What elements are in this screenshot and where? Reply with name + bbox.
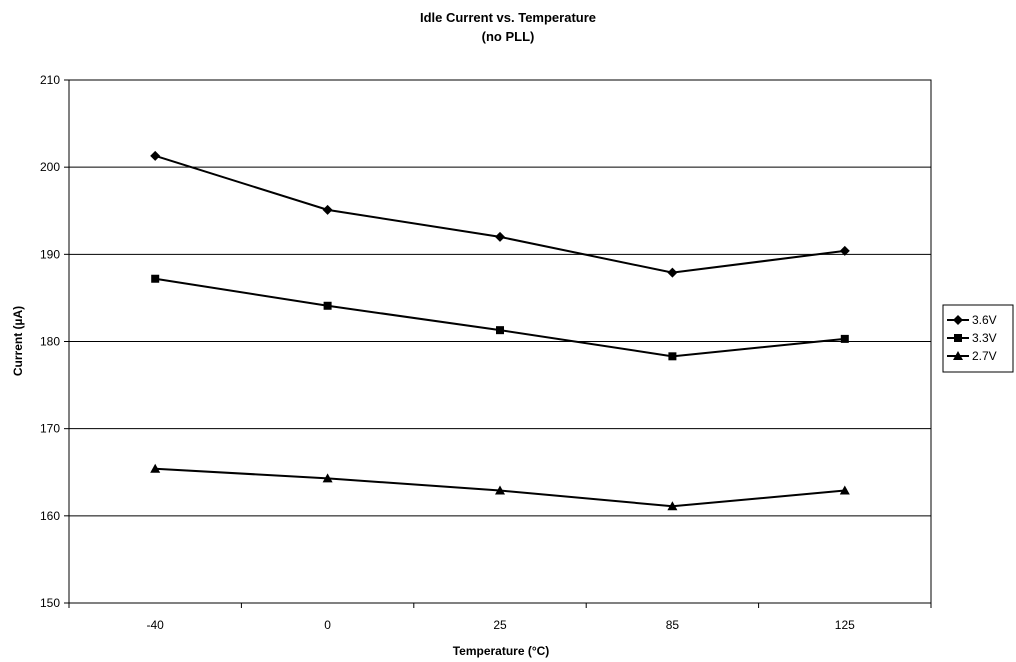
data-point [839, 245, 850, 256]
data-point [668, 352, 677, 361]
data-point [667, 267, 678, 278]
y-axis-title: Current (µA) [11, 306, 25, 376]
legend-marker [953, 351, 963, 360]
y-tick-label: 190 [40, 247, 60, 261]
y-axis: 150 160 170 180 190 200 210 [40, 73, 69, 610]
x-axis-title: Temperature (°C) [453, 644, 550, 658]
series-line [155, 277, 845, 358]
series-lines [150, 150, 850, 511]
data-point [151, 274, 160, 283]
data-point [496, 326, 504, 335]
data-point [840, 334, 849, 343]
x-tick-label: -40 [147, 618, 165, 632]
legend-label: 3.6V [972, 313, 997, 327]
legend-entry: 3.3V [947, 331, 997, 345]
x-tick-label: 85 [666, 618, 680, 632]
data-point [322, 473, 333, 483]
legend-entry: 3.6V [947, 313, 997, 327]
legend-entry: 2.7V [947, 349, 997, 363]
legend: 3.6V 3.3V 2.7V [942, 304, 1014, 373]
legend-label: 2.7V [972, 349, 997, 363]
series-2.7V [150, 463, 850, 511]
data-point [667, 501, 678, 511]
y-tick-label: 180 [40, 335, 60, 349]
series-3.3V [151, 274, 849, 361]
chart-title: Idle Current vs. Temperature [420, 10, 596, 25]
legend-label: 3.3V [972, 331, 997, 345]
x-tick-label: 125 [835, 618, 855, 632]
x-axis: -40 0 25 85 125 [68, 603, 932, 632]
y-tick-label: 200 [40, 160, 60, 174]
y-tick-label: 210 [40, 73, 60, 87]
series-line [154, 154, 845, 274]
chart-subtitle: (no PLL) [482, 29, 535, 44]
y-tick-label: 150 [40, 596, 60, 610]
legend-marker [954, 334, 962, 342]
legend-marker [953, 315, 963, 325]
gridlines [69, 166, 931, 517]
x-tick-label: 0 [324, 618, 331, 632]
y-tick-label: 160 [40, 509, 60, 523]
data-point [150, 150, 161, 161]
data-point [495, 231, 505, 242]
data-point [322, 204, 333, 215]
data-point [839, 485, 850, 495]
y-tick-label: 170 [40, 422, 60, 436]
series-3.6V [150, 150, 850, 278]
data-point [495, 485, 505, 495]
x-tick-label: 25 [493, 618, 507, 632]
data-point [150, 463, 161, 473]
data-point [323, 301, 332, 310]
